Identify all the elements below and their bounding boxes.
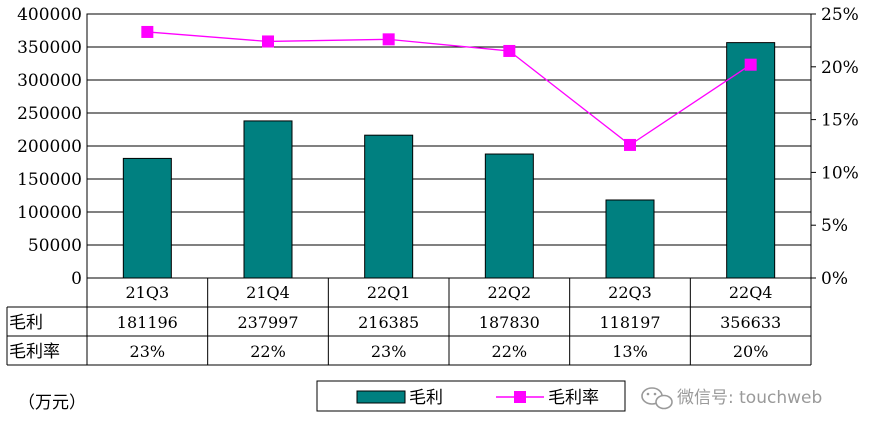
- left-tick-label: 200000: [17, 137, 82, 157]
- category-label: 22Q2: [488, 283, 532, 302]
- left-tick-label: 300000: [17, 71, 82, 91]
- left-tick-label: 350000: [17, 38, 82, 58]
- table-cell: 181196: [117, 313, 178, 332]
- legend-marker-swatch: [514, 391, 526, 403]
- table-cell: 13%: [612, 342, 648, 361]
- right-tick-label: 10%: [821, 163, 859, 183]
- legend-bar-swatch: [356, 390, 406, 404]
- margin-point-22q4: [744, 58, 757, 71]
- left-tick-label: 0: [71, 269, 82, 289]
- unit-note: （万元）: [18, 393, 86, 413]
- right-tick-label: 25%: [821, 5, 859, 25]
- table-cell: 237997: [237, 313, 298, 332]
- gridlines: [87, 46, 811, 246]
- table-cell: 22%: [492, 342, 528, 361]
- left-tick-label: 400000: [17, 5, 82, 25]
- table-cell: 216385: [358, 313, 419, 332]
- watermark: 微信号: touchweb: [641, 387, 822, 410]
- category-label: 21Q3: [126, 283, 170, 302]
- legend-label-gross-margin: 毛利率: [548, 388, 599, 408]
- table-row-header: 毛利: [9, 313, 43, 333]
- unit-label: （万元）: [18, 393, 86, 413]
- category-label: 22Q3: [608, 283, 652, 302]
- category-label: 22Q1: [367, 283, 411, 302]
- right-tick-label: 15%: [821, 111, 859, 131]
- bar-22q4: [726, 42, 776, 279]
- category-label: 22Q4: [729, 283, 773, 302]
- category-label: 21Q4: [246, 283, 290, 302]
- right-tick-label: 5%: [821, 216, 848, 236]
- table-cell: 23%: [371, 342, 407, 361]
- bar-22q2: [484, 153, 534, 279]
- left-tick-label: 150000: [17, 170, 82, 190]
- line-series-gross-margin: [141, 25, 757, 151]
- margin-point-21q4: [262, 35, 274, 48]
- right-tick-label: 0%: [821, 269, 848, 289]
- table-cell: 23%: [130, 342, 166, 361]
- data-table: 21Q3 21Q4 22Q1 22Q2 22Q3 22Q4 毛利 181196 237997 21…: [6, 278, 812, 366]
- left-tick-label: 50000: [28, 236, 82, 256]
- table-cell: 22%: [250, 342, 286, 361]
- table-cell: 118197: [599, 313, 660, 332]
- left-tick-label: 100000: [17, 203, 82, 223]
- legend-label-gross-profit: 毛利: [409, 388, 443, 408]
- margin-point-22q1: [382, 33, 395, 46]
- margin-point-21q3: [141, 25, 154, 38]
- margin-point-22q2: [503, 44, 516, 57]
- right-tick-label: 20%: [821, 58, 859, 78]
- margin-point-22q3: [624, 138, 636, 151]
- wechat-icon: [641, 387, 673, 410]
- right-axis-ticks: 0% 5% 10% 15% 20% 25%: [811, 5, 859, 289]
- bar-22q1: [364, 134, 414, 279]
- watermark-text: 微信号: touchweb: [677, 388, 822, 408]
- table-row-header: 毛利率: [9, 342, 60, 362]
- bar-21q4: [243, 120, 293, 279]
- bar-21q3: [122, 157, 172, 279]
- margin-line: [147, 31, 752, 146]
- table-cell: 20%: [733, 342, 769, 361]
- table-cell: 187830: [479, 313, 540, 332]
- bar-22q3: [605, 199, 655, 279]
- bar-series-gross-profit: [122, 42, 776, 279]
- left-axis-ticks: 0 50000 100000 150000 200000 250000 300000 3500…: [17, 5, 82, 289]
- left-tick-label: 250000: [17, 104, 82, 124]
- legend: 毛利 毛利率: [316, 380, 626, 412]
- table-cell: 356633: [720, 313, 781, 332]
